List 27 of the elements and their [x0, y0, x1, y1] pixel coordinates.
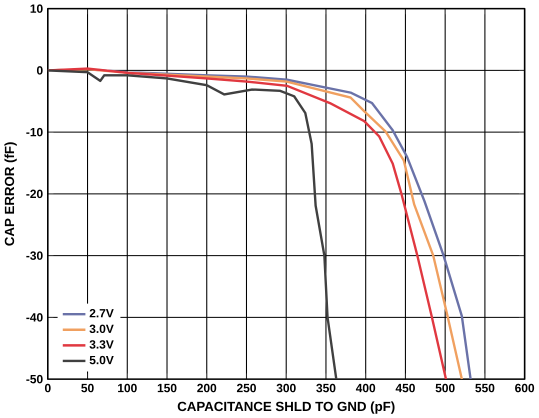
x-tick-label: 0	[44, 384, 51, 392]
x-axis-title: CAPACITANCE SHLD TO GND (pF)	[178, 401, 395, 414]
y-tick-label: 10	[30, 4, 43, 13]
y-tick-label: -50	[26, 374, 43, 384]
x-tick-label: 150	[158, 384, 176, 392]
legend-label: 5.0V	[90, 356, 114, 364]
x-tick-label: 200	[197, 384, 216, 392]
y-tick-label: -20	[26, 190, 43, 198]
legend-label: 3.3V	[90, 340, 114, 349]
legend-label: 3.0V	[90, 324, 114, 333]
line-series	[48, 69, 338, 380]
x-tick-label: 400	[356, 384, 376, 392]
x-tick-label: 50	[81, 384, 94, 392]
y-tick-label: -30	[26, 251, 43, 260]
x-tick-label: 300	[276, 384, 296, 392]
x-tick-label: 550	[475, 384, 494, 392]
x-tick-label: 500	[436, 384, 455, 392]
legend-label: 2.7V	[90, 308, 114, 318]
y-tick-label: -40	[26, 313, 43, 322]
x-tick-label: 450	[396, 384, 415, 392]
y-tick-label: 0	[36, 66, 43, 75]
y-axis-title: CAP ERROR (fF)	[4, 142, 17, 246]
x-tick-label: 100	[118, 384, 137, 392]
x-tick-label: 600	[515, 384, 534, 392]
x-tick-label: 350	[316, 384, 336, 392]
x-tick-label: 250	[236, 384, 256, 392]
y-tick-label: -10	[26, 128, 43, 136]
